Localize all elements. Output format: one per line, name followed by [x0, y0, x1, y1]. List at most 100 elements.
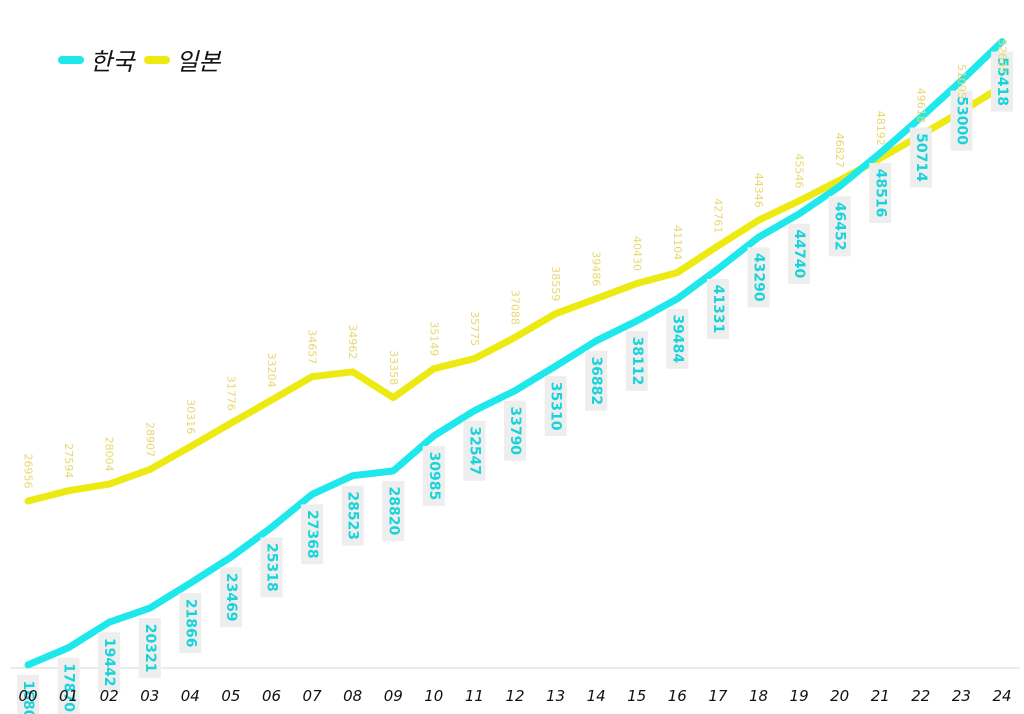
data-label-japan: 31776: [224, 376, 237, 411]
data-label-box: [219, 567, 242, 628]
x-tick-label: 15: [627, 687, 646, 705]
data-label-korea: 17870: [57, 657, 80, 714]
data-label-korea: 44740: [788, 223, 811, 284]
x-tick-label: 20: [830, 687, 849, 705]
data-label-korea-text: 20321: [142, 624, 158, 673]
data-label-korea-text: 55418: [994, 57, 1010, 106]
data-label-korea-text: 33790: [507, 406, 523, 455]
data-label-korea: 25318: [260, 537, 283, 598]
data-label-korea-text: 30985: [426, 452, 442, 501]
data-label-korea-text: 36882: [588, 356, 604, 405]
x-tick-label: 22: [911, 687, 930, 705]
x-tick-label: 03: [140, 687, 159, 705]
data-label-korea: 32547: [463, 420, 486, 481]
data-label-korea: 38112: [625, 330, 648, 391]
data-label-korea: 23469: [219, 567, 242, 628]
data-label-japan: 51095: [955, 64, 968, 99]
data-label-korea: 41331: [706, 278, 729, 339]
data-label-korea-text: 21866: [182, 599, 198, 648]
data-label-korea: 28523: [341, 485, 364, 546]
data-label-box: [422, 445, 445, 506]
data-label-korea: 27368: [301, 504, 324, 565]
data-label-korea: 20321: [138, 618, 161, 679]
data-label-korea: 43290: [747, 247, 770, 308]
data-label-korea: 33790: [504, 400, 526, 461]
data-label-box: [788, 223, 811, 284]
data-label-korea-text: 23469: [223, 573, 239, 622]
data-label-japan: 38559: [549, 266, 562, 301]
data-label-box: [544, 376, 567, 437]
data-label-korea: 39484: [666, 308, 689, 369]
data-label-box: [706, 278, 729, 339]
legend-label-korea: 한국: [90, 48, 135, 76]
data-label-korea: 36882: [585, 350, 608, 411]
x-tick-label: 12: [505, 687, 524, 705]
data-label-box: [666, 308, 689, 369]
data-label-japan: 27594: [62, 443, 75, 478]
data-label-korea-text: 27368: [304, 510, 320, 559]
data-label-korea: 55418: [991, 51, 1013, 112]
data-label-korea: 30985: [422, 445, 445, 506]
x-tick-label: 04: [181, 687, 200, 705]
data-label-korea: 50714: [909, 127, 932, 188]
data-label-japan: 35775: [468, 311, 481, 346]
data-label-japan: 52637: [996, 39, 1009, 74]
data-label-box: [341, 485, 364, 546]
data-label-box: [382, 480, 405, 541]
data-label-japan: 37088: [509, 290, 522, 325]
data-label-japan: 40430: [630, 236, 643, 271]
data-label-box: [17, 674, 39, 714]
x-tick-label: 01: [59, 687, 78, 705]
data-label-korea: 16801: [17, 674, 39, 714]
data-label-japan: 34657: [306, 329, 319, 364]
data-label-korea-text: 48516: [872, 169, 888, 218]
data-label-japan: 46827: [833, 133, 846, 168]
data-label-korea: 21866: [179, 593, 202, 654]
data-label-box: [138, 618, 161, 679]
data-label-korea-text: 44740: [791, 230, 807, 279]
x-tick-label: 07: [303, 687, 323, 705]
data-label-korea-text: 53000: [953, 96, 969, 145]
x-tick-label: 05: [221, 687, 240, 705]
x-tick-label: 23: [952, 687, 971, 705]
data-label-box: [301, 504, 324, 565]
x-tick-label: 02: [100, 687, 119, 705]
x-tick-label: 13: [546, 687, 565, 705]
data-label-japan: 42761: [711, 198, 724, 233]
data-label-box: [909, 127, 932, 188]
data-label-korea: 48516: [869, 162, 892, 223]
data-label-box: [57, 657, 80, 714]
x-tick-label: 14: [587, 687, 606, 705]
legend-swatch-japan: [144, 55, 171, 64]
legend-swatch-korea: [58, 55, 84, 64]
x-tick-label: 10: [424, 687, 443, 705]
data-label-korea: 19442: [98, 632, 121, 693]
x-tick-label: 19: [790, 687, 809, 705]
data-label-japan: 34962: [346, 324, 359, 359]
data-label-korea: 35310: [544, 376, 567, 437]
data-label-box: [585, 350, 608, 411]
x-tick-label: 17: [708, 687, 728, 705]
x-tick-label: 18: [749, 687, 768, 705]
x-tick-label: 16: [668, 687, 687, 705]
data-label-korea: 28820: [382, 480, 405, 541]
x-tick-label: 11: [465, 687, 484, 705]
data-label-japan: 41104: [671, 225, 684, 260]
data-label-japan: 28004: [103, 437, 116, 472]
data-label-korea-text: 41331: [710, 285, 726, 334]
legend: 한국 일본: [58, 42, 230, 77]
data-label-korea-text: 35310: [548, 382, 564, 431]
x-tick-label: 21: [871, 687, 890, 705]
data-label-korea-text: 50714: [913, 133, 929, 182]
x-tick-label: 08: [343, 687, 362, 705]
data-label-box: [747, 247, 770, 308]
x-tick-label: 06: [262, 687, 281, 705]
data-label-japan: 44346: [752, 173, 765, 208]
data-label-box: [260, 537, 283, 598]
data-label-box: [869, 162, 892, 223]
data-label-box: [98, 632, 121, 693]
data-label-korea: 53000: [950, 90, 973, 151]
x-tick-label: 24: [992, 687, 1011, 705]
data-label-japan: 35149: [427, 321, 440, 356]
